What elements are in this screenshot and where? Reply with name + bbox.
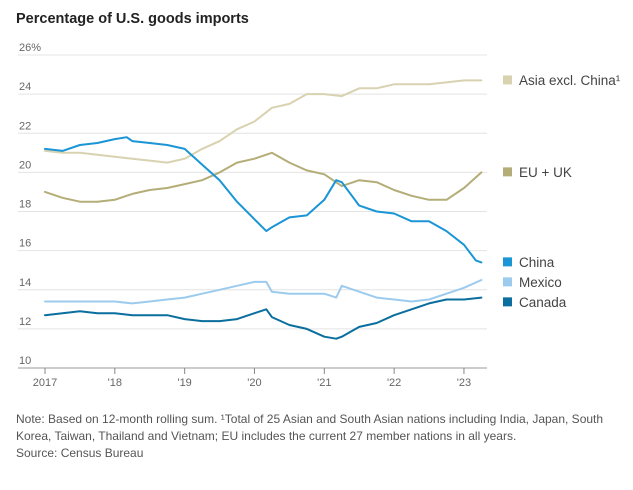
x-tick-label: '20 [247,377,261,389]
source-text: Source: Census Bureau [16,446,144,460]
y-tick-label: 10 [19,355,31,367]
legend-swatch-asia-excl-china [503,75,512,85]
y-tick-label: 12 [19,316,31,328]
x-tick-label: '23 [457,377,471,389]
y-axis-ticks: 10 12 14 16 18 20 22 24 26% [19,42,41,367]
series-line-mexico [44,279,483,305]
legend-label-eu-uk: EU + UK [519,165,572,180]
note-text: Note: Based on 12-month rolling sum. ¹To… [16,412,604,443]
x-tick-label: '21 [317,377,331,389]
x-axis: 2017 '18 '19 '20 '21 '22 '23 [33,368,471,389]
y-tick-label: 14 [19,277,31,289]
y-tick-label: 18 [19,199,31,211]
legend-label-mexico: Mexico [519,275,562,290]
legend-label-canada: Canada [519,295,567,310]
legend-label-asia-excl-china: Asia excl. China¹ [519,73,621,88]
legend-swatch-canada [503,297,512,307]
y-tick-label: 26% [19,42,41,54]
y-tick-label: 24 [19,81,31,93]
legend: Asia excl. China¹ EU + UK China Mexico Canad… [503,73,621,310]
y-tick-label: 16 [19,238,31,250]
legend-label-china: China [519,255,555,270]
series-line-canada [44,296,483,340]
x-tick-label: '22 [387,377,401,389]
series-lines [44,79,483,340]
chart-footnote: Note: Based on 12-month rolling sum. ¹To… [16,411,631,462]
x-tick-label: 2017 [33,377,57,389]
gridlines [18,54,487,369]
x-tick-label: '19 [177,377,191,389]
series-line-china [44,136,483,264]
chart-title: Percentage of U.S. goods imports [16,11,249,27]
y-tick-label: 22 [19,120,31,132]
legend-swatch-china [503,257,512,267]
series-line-asia-excl-china [44,79,483,164]
y-tick-label: 20 [19,159,31,171]
legend-swatch-eu-uk [503,167,512,177]
legend-swatch-mexico [503,277,512,287]
x-tick-label: '18 [108,377,122,389]
line-chart: 10 12 14 16 18 20 22 24 26% 2017 '18 '19 '20 '21 '22 '… [18,42,621,389]
series-line-eu-uk [44,151,483,203]
